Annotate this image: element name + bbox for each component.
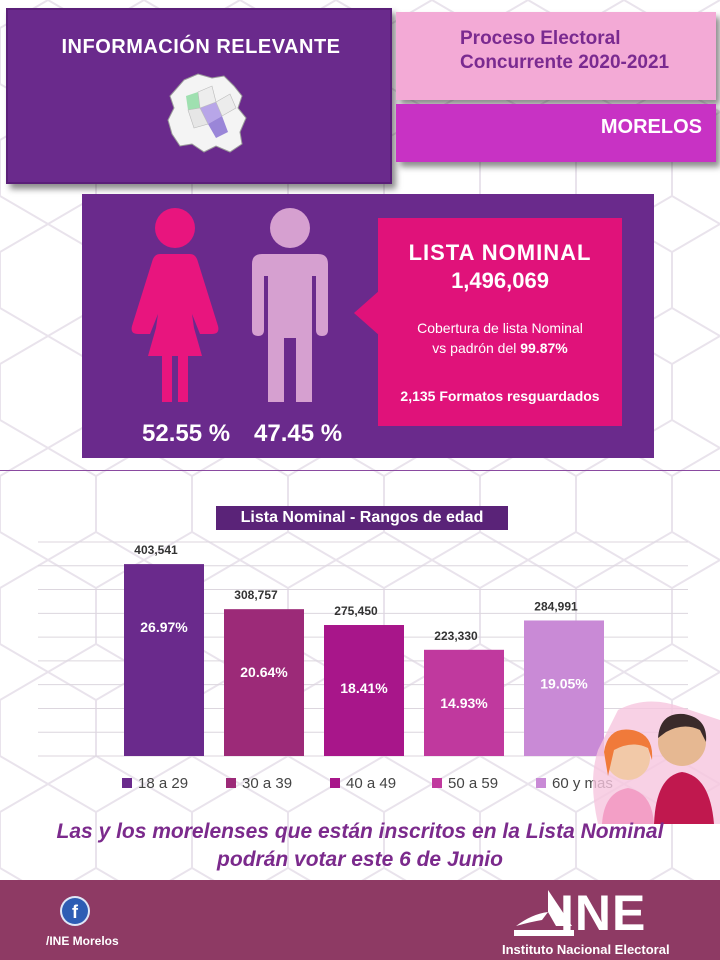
bar-value-label: 284,991 [534, 599, 578, 613]
legend-swatch [226, 778, 236, 788]
legend-label: 30 a 39 [242, 775, 292, 792]
slogan: Las y los morelenses que están inscritos… [0, 818, 720, 874]
footer: f /INE Morelos INE Instituto Nacional El… [0, 880, 720, 960]
legend-swatch [432, 778, 442, 788]
bar-60-y-mas [524, 620, 604, 756]
stats-panel: 52.55 % 47.45 % LISTA NOMINAL 1,496,069 … [82, 194, 654, 458]
bar-30-a-39 [224, 609, 304, 756]
bar-value-label: 403,541 [134, 543, 178, 557]
woman-figure-icon [131, 208, 219, 402]
facebook-icon[interactable]: f [62, 898, 88, 924]
legend-label: 40 a 49 [346, 775, 396, 792]
process-banner: Proceso Electoral Concurrente 2020-2021 [396, 12, 716, 100]
man-figure-icon [252, 208, 328, 402]
bar-18-a-29 [124, 564, 204, 756]
age-range-bar-chart: 403,541 26.97% 308,757 20.64% 275,450 18.41% 2… [38, 541, 688, 792]
coverage-text-line1: Cobertura de lista Nominal [417, 320, 583, 336]
bar-value-label: 275,450 [334, 604, 378, 618]
legend-label: 18 a 29 [138, 775, 188, 792]
legend-label: 50 a 59 [448, 775, 498, 792]
page-title: INFORMACIÓN RELEVANTE [61, 36, 341, 58]
legend-swatch [330, 778, 340, 788]
process-title-line1: Proceso Electoral [460, 28, 621, 49]
slogan-line1: Las y los morelenses que están inscritos… [56, 820, 664, 843]
slogan-line2: podrán votar este 6 de Junio [217, 848, 503, 871]
bar-percent-label: 19.05% [540, 675, 588, 691]
state-banner: MORELOS [396, 104, 716, 162]
section-divider [0, 470, 720, 471]
process-title-line2: Concurrente 2020-2021 [460, 52, 670, 73]
coverage-percentage: 99.87% [520, 340, 568, 356]
legend-swatch [122, 778, 132, 788]
lista-nominal-box: LISTA NOMINAL 1,496,069 Cobertura de lis… [378, 218, 622, 426]
lista-nominal-title: LISTA NOMINAL [408, 240, 592, 265]
formatos-resguardados: 2,135 Formatos resguardados [400, 388, 600, 404]
bar-value-label: 223,330 [434, 629, 478, 643]
young-voters-illustration [593, 701, 720, 824]
women-percentage: 52.55 % [142, 420, 231, 447]
callout-pointer [354, 290, 380, 336]
lista-nominal-value: 1,496,069 [451, 268, 549, 293]
ine-logo-icon [514, 890, 574, 936]
legend-swatch [536, 778, 546, 788]
ine-full-name: Instituto Nacional Electoral [502, 942, 670, 957]
bar-value-label: 308,757 [234, 588, 278, 602]
state-name: MORELOS [600, 116, 702, 138]
men-percentage: 47.45 % [254, 420, 343, 447]
coverage-text-line2: vs padrón del 99.87% [378, 340, 622, 356]
ine-wordmark: INE [560, 885, 647, 941]
bar-50-a-59 [424, 649, 504, 756]
bar-percent-label: 20.64% [240, 664, 288, 680]
morelos-map-icon [167, 73, 247, 153]
bar-40-a-49 [324, 625, 404, 756]
header-panel: INFORMACIÓN RELEVANTE [6, 8, 392, 184]
coverage-prefix: vs padrón del [432, 340, 521, 356]
bar-percent-label: 14.93% [440, 695, 488, 711]
bar-percent-label: 26.97% [140, 619, 188, 635]
bar-percent-label: 18.41% [340, 680, 388, 696]
facebook-handle-link[interactable]: /INE Morelos [46, 934, 119, 948]
chart-title: Lista Nominal - Rangos de edad [216, 506, 508, 530]
